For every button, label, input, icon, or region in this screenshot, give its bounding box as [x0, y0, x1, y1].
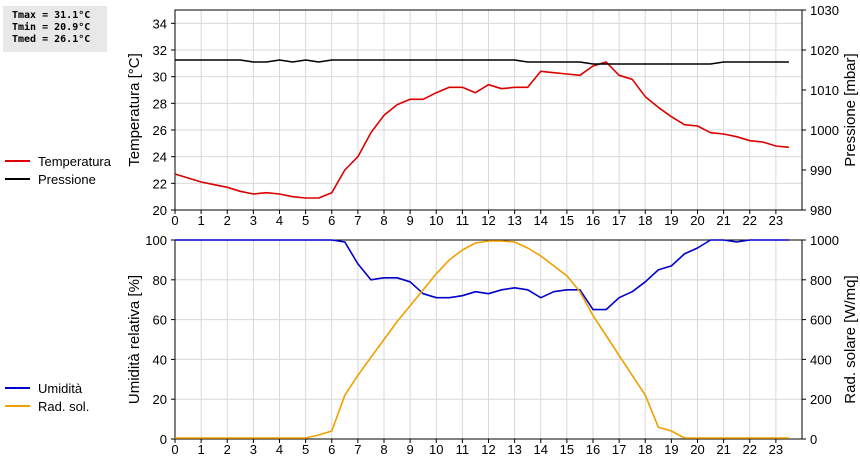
y2-tick-label: 800 — [810, 273, 832, 288]
x-tick-label: 22 — [743, 213, 757, 228]
x-tick-label: 17 — [612, 213, 626, 228]
series-line-1 — [175, 240, 789, 439]
y-tick-label: 34 — [153, 16, 167, 31]
x-tick-label: 22 — [743, 442, 757, 457]
tmax-text: Tmax = 31.1°C — [12, 10, 91, 21]
x-tick-label: 13 — [507, 442, 521, 457]
x-tick-label: 5 — [302, 442, 309, 457]
x-tick-label: 23 — [769, 213, 783, 228]
x-tick-label: 6 — [328, 213, 335, 228]
x-tick-label: 5 — [302, 213, 309, 228]
x-tick-label: 23 — [769, 442, 783, 457]
y-axis-label: Umidità relativa [%] — [126, 275, 143, 404]
y2-tick-label: 1020 — [810, 43, 839, 58]
y-tick-label: 28 — [153, 96, 167, 111]
y-axis-label: Temperatura [°C] — [126, 53, 143, 167]
tmed-text: Tmed = 26.1°C — [12, 34, 91, 45]
y-tick-label: 24 — [153, 150, 167, 165]
legend-label: Pressione — [38, 172, 96, 187]
x-tick-label: 0 — [171, 442, 178, 457]
x-tick-label: 13 — [507, 213, 521, 228]
x-tick-label: 14 — [534, 442, 548, 457]
x-tick-label: 9 — [407, 442, 414, 457]
stats-box: Tmax = 31.1°C Tmin = 20.9°C Tmed = 26.1°… — [3, 6, 107, 52]
series-line-0 — [175, 239, 789, 311]
x-tick-label: 12 — [481, 442, 495, 457]
x-tick-label: 4 — [276, 213, 283, 228]
x-tick-label: 2 — [224, 442, 231, 457]
x-tick-label: 20 — [690, 213, 704, 228]
x-tick-label: 21 — [716, 213, 730, 228]
x-tick-label: 20 — [690, 442, 704, 457]
y-tick-label: 20 — [153, 203, 167, 218]
humidity-radiation-chart: 0 1 2 3 4 5 6 7 8 9 10 11 12 13 14 15 16 17 18 19 20 21 22 2302… — [5, 233, 859, 457]
x-tick-label: 4 — [276, 442, 283, 457]
x-tick-label: 6 — [328, 442, 335, 457]
y2-tick-label: 1000 — [810, 233, 839, 248]
x-tick-label: 18 — [638, 213, 652, 228]
x-tick-label: 10 — [429, 442, 443, 457]
legend-label: Rad. sol. — [38, 399, 89, 414]
legend-label: Umidità — [38, 381, 83, 396]
series-line-0 — [174, 61, 789, 199]
x-tick-label: 19 — [664, 213, 678, 228]
temperature-pressure-chart: 0 1 2 3 4 5 6 7 8 9 10 11 12 13 14 15 16 17 18 19 20 21 22 2320… — [5, 3, 859, 228]
y2-tick-label: 980 — [810, 203, 832, 218]
legend-label: Temperatura — [38, 154, 112, 169]
x-tick-label: 0 — [171, 213, 178, 228]
y-tick-label: 60 — [153, 313, 167, 328]
y2-axis-label: Rad. solare [W/mq] — [842, 275, 859, 403]
y2-tick-label: 600 — [810, 313, 832, 328]
y2-tick-label: 990 — [810, 163, 832, 178]
plot-frame — [174, 239, 803, 440]
y2-tick-label: 0 — [810, 432, 817, 447]
y-tick-label: 100 — [145, 233, 167, 248]
x-tick-label: 8 — [380, 213, 387, 228]
x-tick-label: 8 — [380, 442, 387, 457]
x-tick-label: 2 — [224, 213, 231, 228]
x-tick-label: 7 — [354, 442, 361, 457]
x-tick-label: 21 — [716, 442, 730, 457]
x-tick-label: 18 — [638, 442, 652, 457]
x-tick-label: 11 — [456, 213, 470, 228]
x-tick-label: 9 — [407, 213, 414, 228]
x-tick-label: 16 — [586, 213, 600, 228]
x-tick-label: 3 — [250, 442, 257, 457]
y-tick-label: 30 — [153, 70, 167, 85]
x-tick-label: 19 — [664, 442, 678, 457]
x-tick-label: 12 — [481, 213, 495, 228]
y-tick-label: 22 — [153, 176, 167, 191]
x-tick-label: 17 — [612, 442, 626, 457]
x-tick-label: 16 — [586, 442, 600, 457]
y-tick-label: 20 — [153, 392, 167, 407]
y-tick-label: 0 — [160, 432, 167, 447]
x-tick-label: 11 — [456, 442, 470, 457]
x-tick-label: 14 — [534, 213, 548, 228]
plot-frame — [174, 9, 803, 211]
x-tick-label: 15 — [560, 442, 574, 457]
y-tick-label: 80 — [153, 273, 167, 288]
y2-tick-label: 200 — [810, 392, 832, 407]
x-tick-label: 3 — [250, 213, 257, 228]
y-tick-label: 40 — [153, 352, 167, 367]
series-line-1 — [175, 59, 789, 65]
y2-tick-label: 400 — [810, 352, 832, 367]
tmin-text: Tmin = 20.9°C — [12, 22, 91, 33]
x-tick-label: 10 — [429, 213, 443, 228]
y-tick-label: 32 — [153, 43, 167, 58]
y2-tick-label: 1000 — [810, 123, 839, 138]
y2-axis-label: Pressione [mbar] — [842, 53, 859, 166]
x-tick-label: 15 — [560, 213, 574, 228]
y2-tick-label: 1030 — [810, 3, 839, 18]
y-tick-label: 26 — [153, 123, 167, 138]
x-tick-label: 1 — [198, 442, 205, 457]
y2-tick-label: 1010 — [810, 83, 839, 98]
x-tick-label: 7 — [354, 213, 361, 228]
x-tick-label: 1 — [198, 213, 205, 228]
